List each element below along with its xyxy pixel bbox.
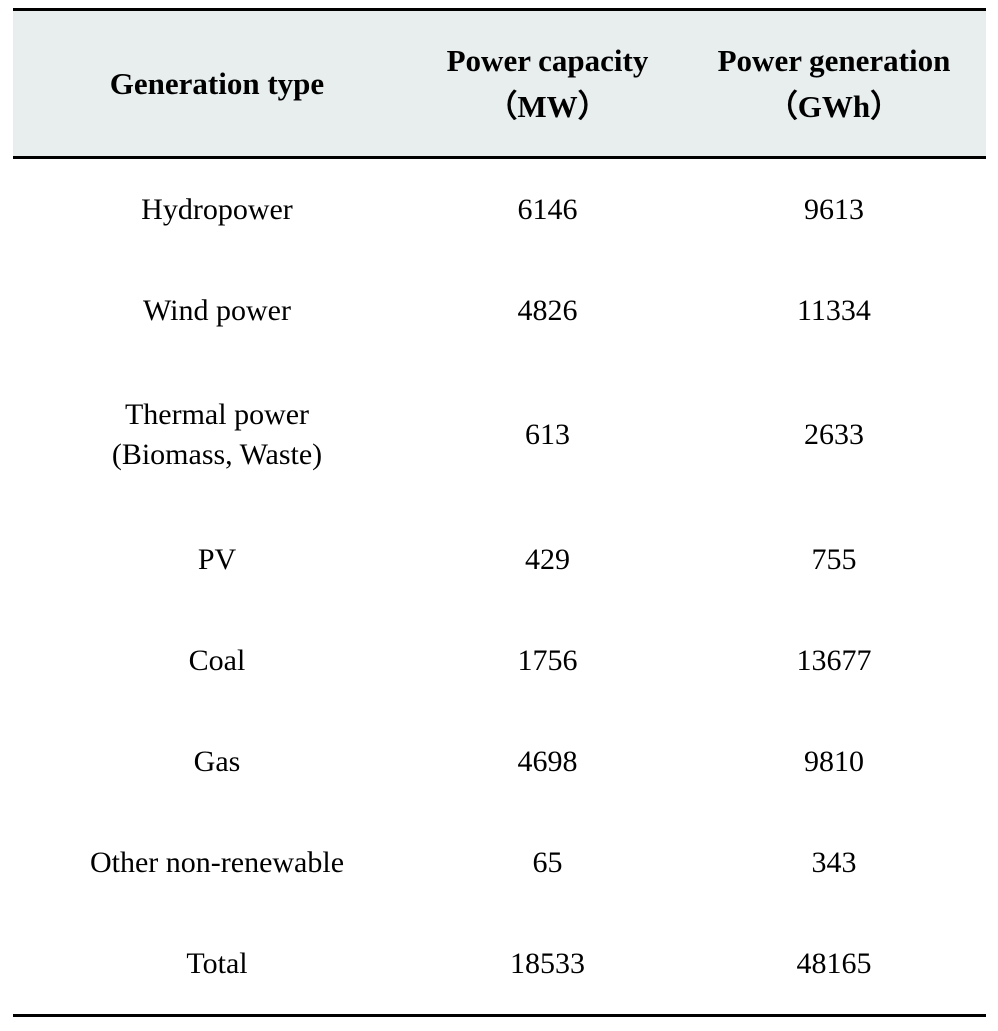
cell-text: Total xyxy=(186,946,248,980)
cell-text: Wind power xyxy=(143,293,291,327)
header-divider-rule xyxy=(13,156,986,159)
header-unit: （MW） xyxy=(486,88,609,124)
cell-generation-type: Coal xyxy=(13,610,421,711)
cell-text: 4826 xyxy=(517,293,578,327)
table-header: Generation type Power capacity （MW） Powe… xyxy=(13,11,986,156)
cell-text: Coal xyxy=(188,643,246,677)
header-line: Generation type xyxy=(109,65,325,101)
cell-power-capacity: 18533 xyxy=(431,913,664,1014)
table-row: Coal 1756 13677 xyxy=(13,610,986,711)
generation-table: Generation type Power capacity （MW） Powe… xyxy=(13,8,986,1017)
cell-power-generation: 13677 xyxy=(689,610,979,711)
cell-generation-type: Gas xyxy=(13,711,421,812)
cell-power-generation: 11334 xyxy=(689,260,979,361)
cell-text: 65 xyxy=(532,845,563,879)
cell-text: Hydropower xyxy=(141,192,293,226)
cell-generation-type: Wind power xyxy=(13,260,421,361)
cell-text: 1756 xyxy=(517,643,578,677)
cell-generation-type: Hydropower xyxy=(13,159,421,260)
table-row-total: Total 18533 48165 xyxy=(13,913,986,1014)
table-row: Hydropower 6146 9613 xyxy=(13,159,986,260)
cell-text: 613 xyxy=(525,418,570,451)
cell-power-generation: 9810 xyxy=(689,711,979,812)
header-line: Power capacity xyxy=(446,42,649,78)
table-row: Thermal power (Biomass, Waste) 613 2633 xyxy=(13,361,986,509)
cell-text: 429 xyxy=(525,542,570,576)
cell-text: 2633 xyxy=(804,418,864,451)
header-power-capacity: Power capacity （MW） xyxy=(431,11,664,156)
cell-power-generation: 9613 xyxy=(689,159,979,260)
cell-power-generation: 343 xyxy=(689,812,979,913)
table-top-rule xyxy=(13,8,986,11)
cell-power-generation: 2633 xyxy=(689,361,979,509)
cell-power-capacity: 4826 xyxy=(431,260,664,361)
header-line: Power generation xyxy=(717,42,951,78)
cell-text: 343 xyxy=(811,845,857,879)
cell-power-capacity: 613 xyxy=(431,361,664,509)
cell-text: 11334 xyxy=(797,293,871,327)
cell-generation-type: Thermal power (Biomass, Waste) xyxy=(13,361,421,509)
cell-text: 18533 xyxy=(510,946,585,980)
cell-text: 9613 xyxy=(804,192,864,226)
cell-text: Gas xyxy=(193,744,241,778)
table-row: Other non-renewable 65 343 xyxy=(13,812,986,913)
cell-power-generation: 48165 xyxy=(689,913,979,1014)
cell-generation-type: Other non-renewable xyxy=(13,812,421,913)
table-row: Wind power 4826 11334 xyxy=(13,260,986,361)
cell-text: PV xyxy=(197,542,237,576)
cell-power-capacity: 1756 xyxy=(431,610,664,711)
header-power-generation: Power generation （GWh） xyxy=(689,11,979,156)
header-unit: （GWh） xyxy=(766,88,902,124)
cell-power-capacity: 429 xyxy=(431,509,664,610)
table-body: Hydropower 6146 9613 Wind power 4826 113… xyxy=(13,159,986,1014)
cell-text: 4698 xyxy=(517,744,578,778)
cell-text: Thermal power xyxy=(124,398,310,431)
cell-power-capacity: 4698 xyxy=(431,711,664,812)
cell-text: 13677 xyxy=(796,643,872,677)
cell-power-capacity: 65 xyxy=(431,812,664,913)
cell-text-subline: (Biomass, Waste) xyxy=(111,438,323,471)
cell-generation-type: Total xyxy=(13,913,421,1014)
cell-text: Other non-renewable xyxy=(89,845,345,879)
cell-power-generation: 755 xyxy=(689,509,979,610)
table-row: PV 429 755 xyxy=(13,509,986,610)
cell-text: 6146 xyxy=(517,192,578,226)
cell-power-capacity: 6146 xyxy=(431,159,664,260)
cell-text: 48165 xyxy=(796,946,872,980)
table-bottom-rule xyxy=(13,1014,986,1017)
cell-generation-type: PV xyxy=(13,509,421,610)
cell-text: 755 xyxy=(811,542,857,576)
cell-text: 9810 xyxy=(804,744,864,778)
header-generation-type: Generation type xyxy=(13,11,421,156)
table-row: Gas 4698 9810 xyxy=(13,711,986,812)
